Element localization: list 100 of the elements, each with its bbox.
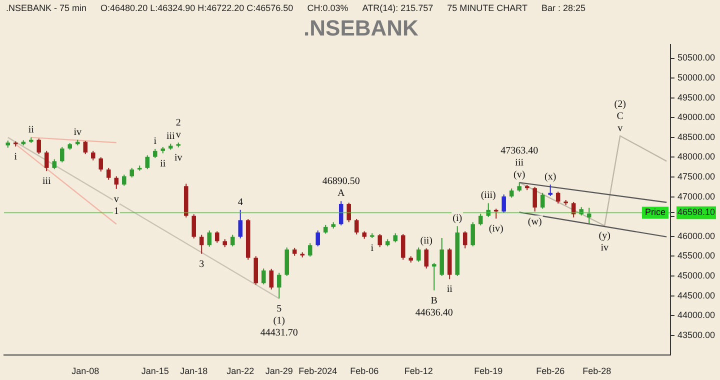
x-tick-label: Feb-28 xyxy=(582,366,612,376)
candlestick xyxy=(122,174,126,186)
text: Bar : 28:25 xyxy=(541,3,586,13)
x-tick-label: Feb-2024 xyxy=(298,366,338,376)
candlestick xyxy=(509,188,514,198)
candlestick xyxy=(378,234,382,248)
candlestick xyxy=(532,186,537,212)
candlestick xyxy=(106,167,111,180)
candlestick xyxy=(276,272,282,300)
candlestick xyxy=(338,200,344,226)
candlestick xyxy=(207,230,212,248)
annotation: iii xyxy=(515,157,524,168)
x-tick-label: Jan-29 xyxy=(265,366,293,376)
annotation: i xyxy=(370,243,374,254)
candlestick xyxy=(130,167,134,178)
text: 75 MINUTE CHART xyxy=(447,3,528,13)
y-tick-label: 48000.00 xyxy=(677,152,716,162)
candlestick xyxy=(83,140,88,155)
candlestick xyxy=(470,222,475,247)
x-tick-label: Feb-19 xyxy=(474,366,503,376)
candlestick xyxy=(432,262,436,291)
candlestick xyxy=(548,184,552,197)
annotation: 4 xyxy=(238,196,243,208)
candlestick xyxy=(261,268,266,285)
annotation: 44636.40 xyxy=(415,307,453,318)
candlestick xyxy=(152,148,158,159)
text: .NSEBANK - 75 min xyxy=(6,3,87,13)
annotation: 5 xyxy=(276,304,282,315)
candlestick xyxy=(230,234,235,247)
candlestick xyxy=(354,218,359,235)
candlestick xyxy=(316,230,320,247)
candlestick xyxy=(36,138,42,155)
annotation: (y) xyxy=(598,230,610,242)
candlestick xyxy=(52,158,57,170)
x-tick-label: Feb-12 xyxy=(404,366,433,376)
candlestick xyxy=(502,194,506,214)
candlestick xyxy=(145,154,150,170)
annotation: (iii) xyxy=(480,190,496,202)
text: O:46480.20 L:46324.90 H:46722.20 C:46576.50 xyxy=(100,3,294,13)
annotation: (1) xyxy=(273,316,285,327)
candlestick xyxy=(416,247,421,262)
annotation: i xyxy=(14,152,18,163)
annotation: (x) xyxy=(544,172,556,183)
annotation: v xyxy=(618,122,623,134)
y-tick-label: 44000.00 xyxy=(677,310,716,320)
y-tick-label: 43500.00 xyxy=(677,330,716,340)
annotation: (i) xyxy=(452,213,462,224)
candlestick xyxy=(540,192,545,210)
annotation: (v) xyxy=(514,169,526,180)
annotation: (2) xyxy=(614,98,626,110)
y-tick-label: 46598.10 xyxy=(677,207,716,218)
annotation: 1 xyxy=(114,206,119,217)
y-tick-label: 48500.00 xyxy=(677,132,716,142)
candlestick xyxy=(478,213,483,226)
annotation: iv xyxy=(74,126,82,138)
annotation: B xyxy=(430,295,438,306)
candlestick xyxy=(238,209,242,239)
y-tick-label: 46000.00 xyxy=(677,230,716,241)
candlestick xyxy=(114,176,118,190)
x-tick-label: Jan-08 xyxy=(72,366,100,376)
candlestick xyxy=(192,214,196,239)
y-tick-label: 44500.00 xyxy=(677,290,716,300)
candlestick xyxy=(346,202,351,223)
candlestick xyxy=(214,230,220,244)
candlestick xyxy=(308,242,312,258)
y-tick-label: 47500.00 xyxy=(677,172,716,182)
x-tick-label: Jan-22 xyxy=(226,366,254,376)
y-tick-label: 45500.00 xyxy=(677,250,716,261)
chart-title: .NSEBANK xyxy=(304,15,419,40)
text: ATR(14): 215.757 xyxy=(362,3,434,13)
candlestick xyxy=(424,248,428,269)
candlestick xyxy=(60,146,64,163)
candlestick xyxy=(571,201,576,218)
y-tick-label: 50500.00 xyxy=(677,52,716,63)
annotation: 44431.70 xyxy=(260,328,298,339)
annotation: (ii) xyxy=(420,235,432,246)
ref-line-label: Price xyxy=(644,207,666,218)
candlestick xyxy=(462,230,468,249)
annotation: iii xyxy=(42,176,52,188)
annotation: iii xyxy=(166,130,175,142)
annotation: 46890.50 xyxy=(322,176,360,188)
x-tick-label: Feb-06 xyxy=(350,366,379,376)
annotation: v xyxy=(176,130,181,141)
y-tick-label: 50000.00 xyxy=(677,72,716,83)
candlestick xyxy=(556,191,560,204)
y-tick-label: 49000.00 xyxy=(677,112,716,122)
candlestick xyxy=(269,268,274,290)
annotation: ii xyxy=(28,124,34,136)
candlestick xyxy=(199,234,204,254)
annotation: A xyxy=(337,188,346,200)
candlestick xyxy=(400,234,406,260)
candlestick xyxy=(393,232,398,243)
annotation: i xyxy=(154,136,157,147)
annotation: ii xyxy=(160,158,166,170)
annotation: 47363.40 xyxy=(500,145,538,156)
annotation: ii xyxy=(446,284,453,296)
candlestick xyxy=(486,202,490,218)
y-tick-label: 47000.00 xyxy=(677,191,716,202)
annotation: v xyxy=(114,194,119,205)
annotation: (iv) xyxy=(488,224,504,235)
